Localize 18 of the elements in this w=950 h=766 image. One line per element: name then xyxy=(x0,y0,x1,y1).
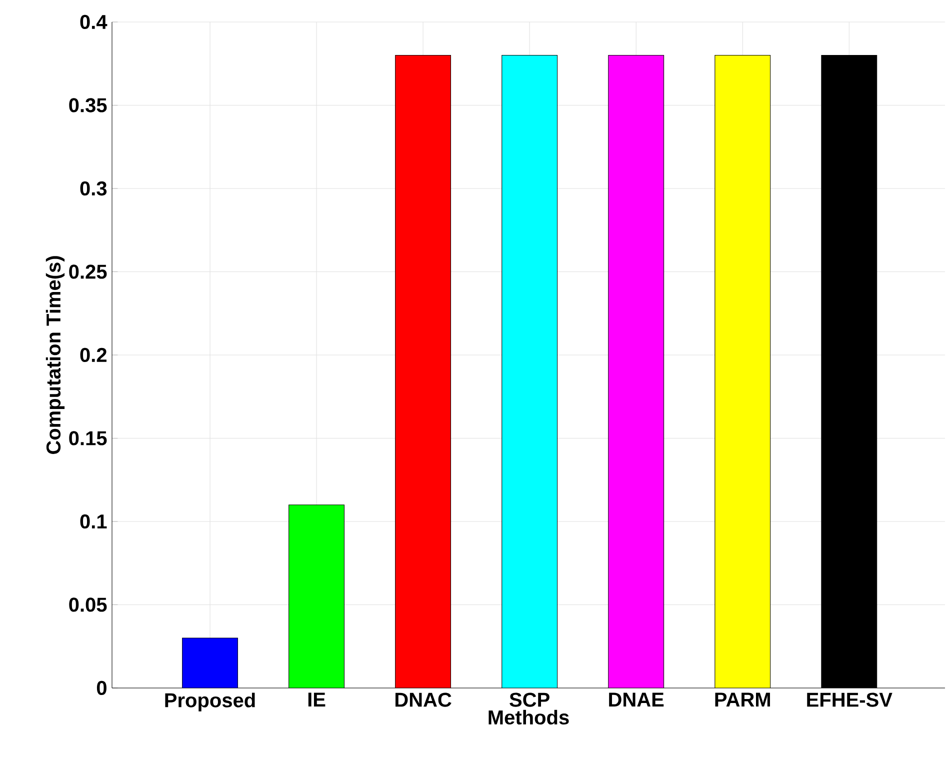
y-tick-label: 0.35 xyxy=(69,98,107,112)
x-tick-label: PARM xyxy=(715,692,770,706)
x-axis-title: Methods xyxy=(488,710,569,725)
y-tick-label: 0.4 xyxy=(80,14,108,30)
y-tick-label: 0 xyxy=(96,680,106,696)
y-axis-title: Computation Time(s) xyxy=(46,256,65,454)
y-tick-label: 0.3 xyxy=(80,181,107,196)
x-tick-label: IE xyxy=(308,692,326,706)
y-tick-label: 0.05 xyxy=(69,598,107,612)
x-tick-label: Proposed xyxy=(165,692,255,712)
x-tick-label: EFHE-SV xyxy=(807,692,892,707)
x-tick-label: DNAC xyxy=(396,692,452,707)
x-tick-label: SCP xyxy=(510,692,550,707)
y-tick-label: 0.25 xyxy=(69,264,107,279)
y-tick-label: 0.2 xyxy=(80,348,106,362)
y-tick-label: 0.1 xyxy=(80,514,107,529)
x-tick-label: DNAE xyxy=(609,692,664,706)
y-tick-label: 0.15 xyxy=(69,431,107,446)
